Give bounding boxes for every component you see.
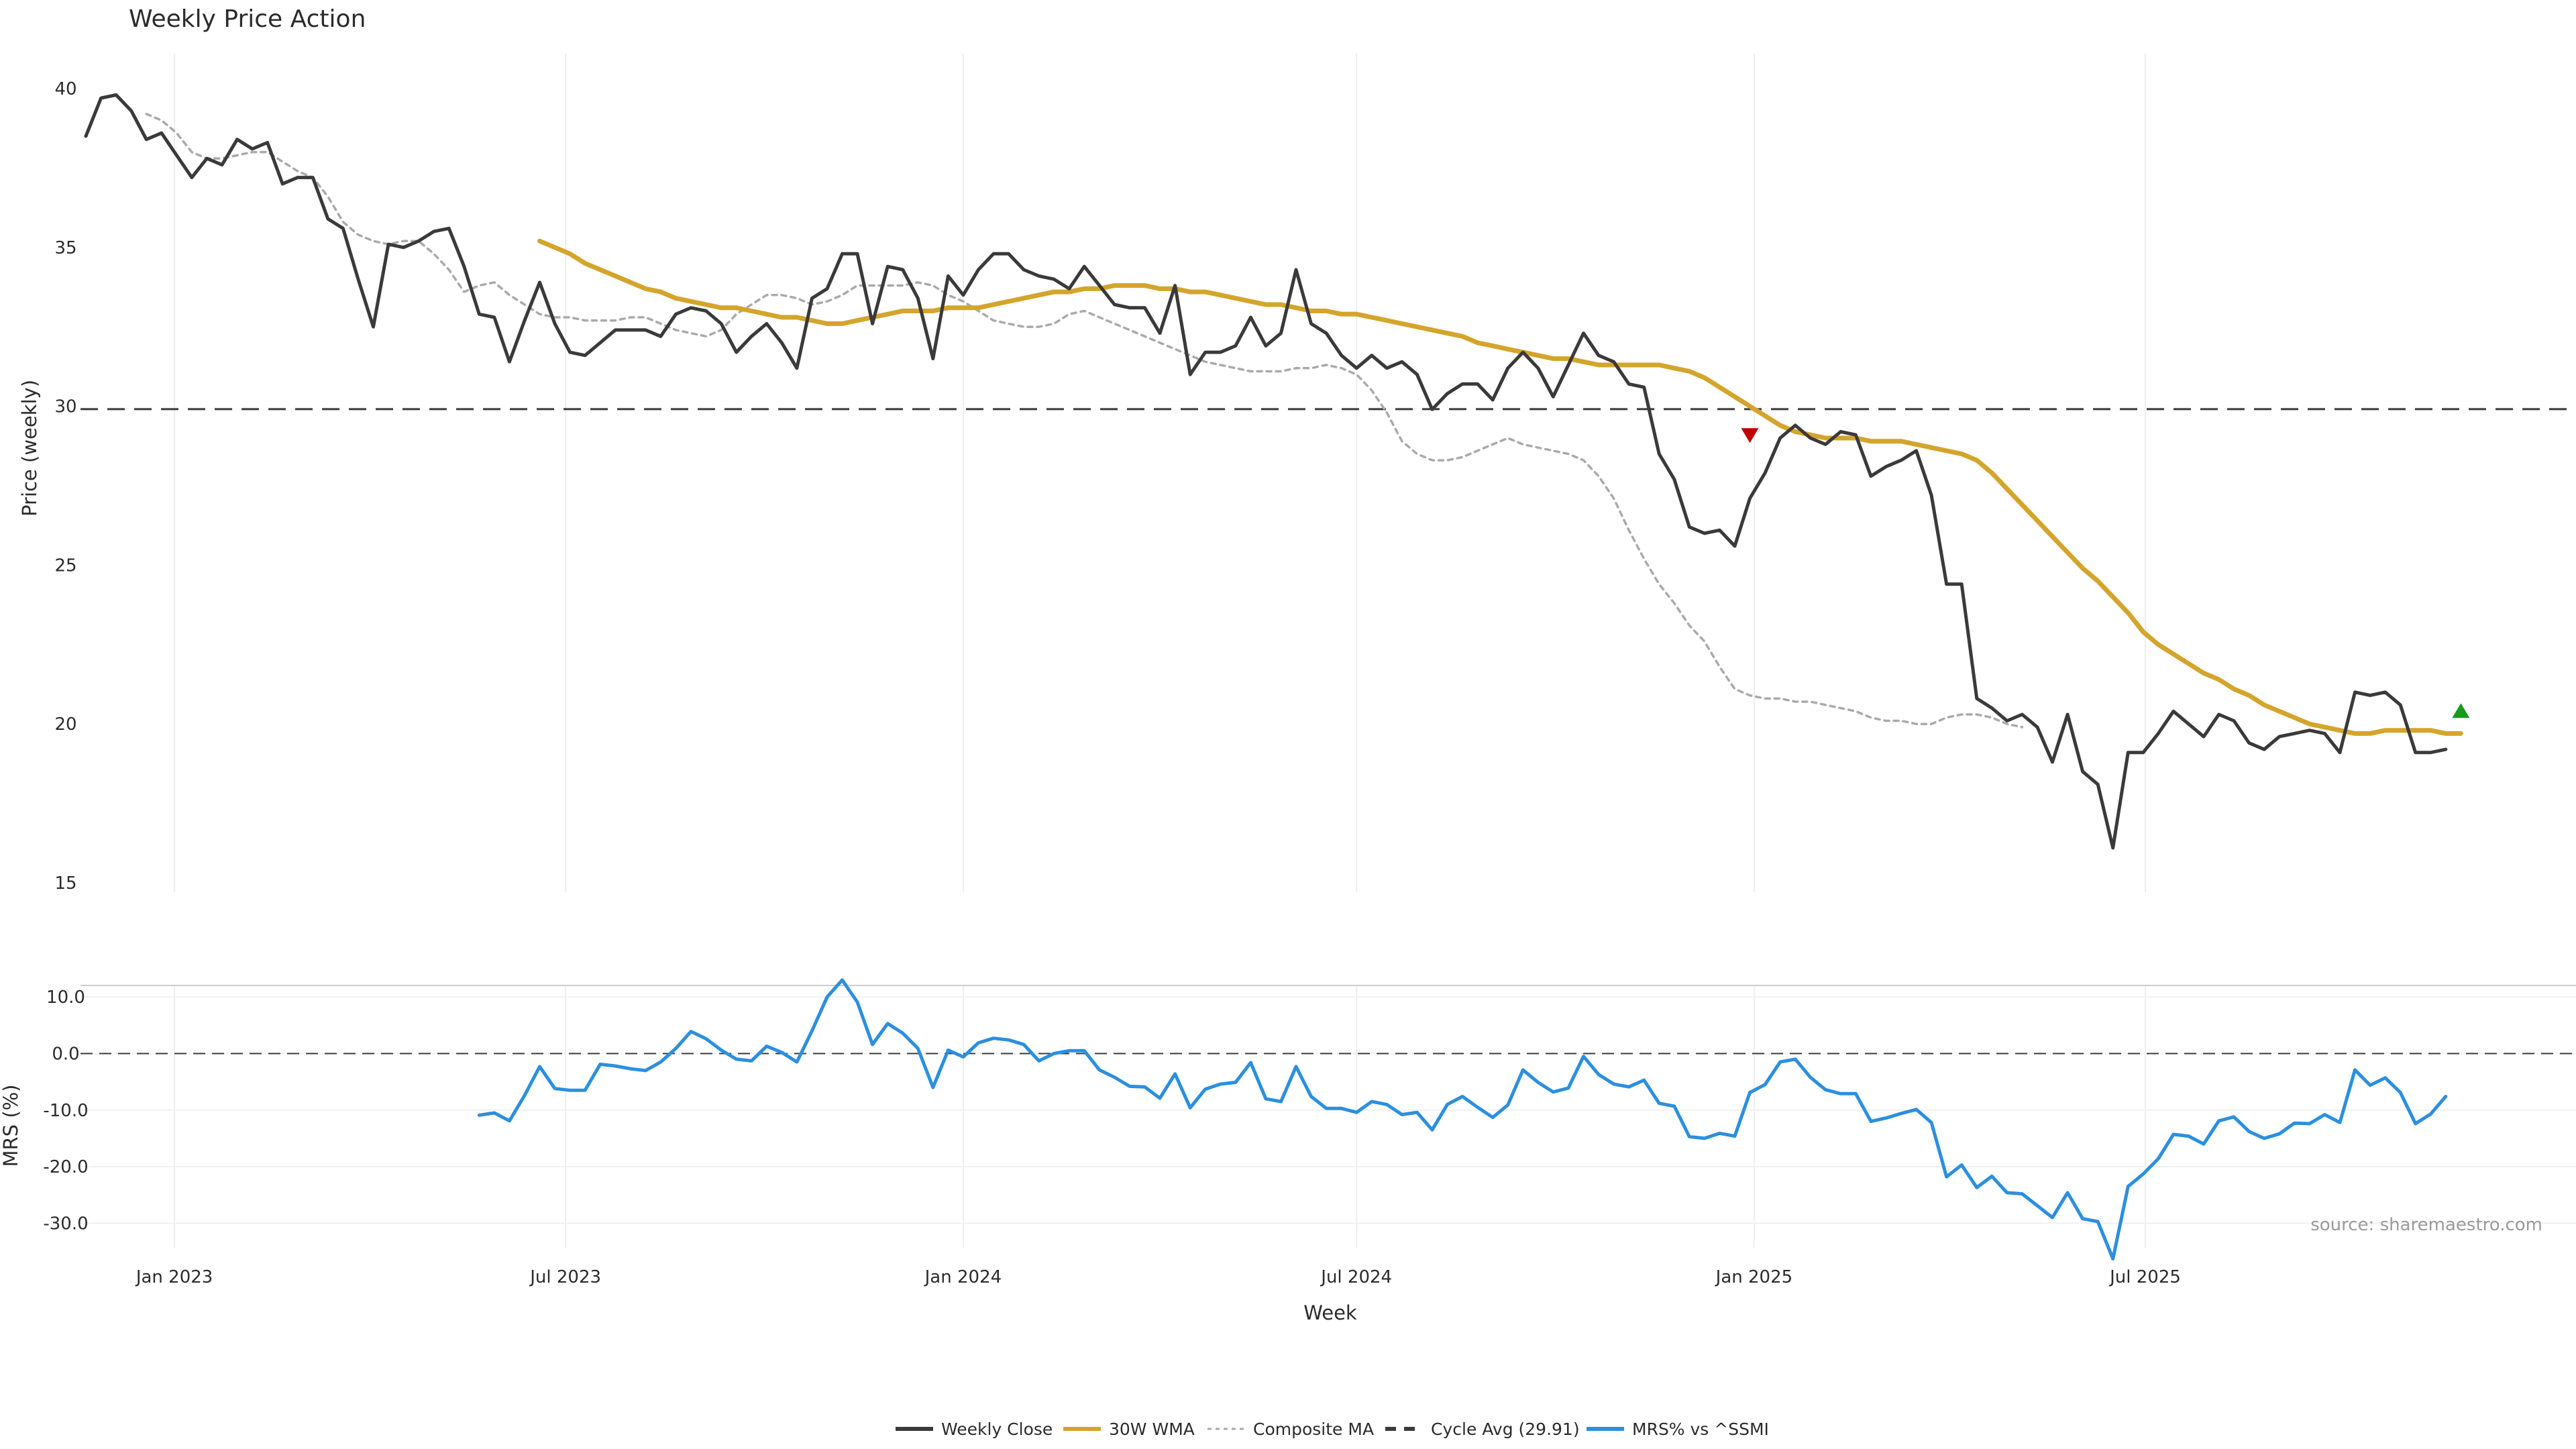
x-tick-label: Jan 2023 — [135, 1267, 213, 1287]
price-y-tick-label: 25 — [54, 555, 76, 576]
mrs-y-tick-label: 10.0 — [46, 987, 85, 1008]
price-panel: 15 20 25 30 35 40 Price (weekly) — [18, 54, 2576, 894]
mrs-y-tick-label: -30.0 — [43, 1214, 88, 1234]
sell-signal-marker — [1741, 428, 1759, 443]
mrs-y-axis-title: MRS (%) — [0, 1085, 22, 1167]
x-axis: Jan 2023 Jul 2023 Jan 2024 Jul 2024 Jan 2025… — [135, 1267, 2181, 1287]
legend-label-2: Composite MA — [1253, 1419, 1374, 1439]
legend-label-0: Weekly Close — [941, 1419, 1053, 1439]
mrs-y-tick-label: 0.0 — [52, 1044, 79, 1064]
price-y-tick-label: 20 — [54, 714, 76, 735]
source-note: source: sharemaestro.com — [2310, 1215, 2542, 1235]
price-y-tick-label: 35 — [54, 238, 76, 258]
mrs-y-tick-label: -20.0 — [43, 1157, 88, 1177]
buy-signal-marker — [2452, 703, 2470, 718]
weekly-close-line — [84, 93, 2448, 850]
chart-title: Weekly Price Action — [129, 5, 366, 33]
price-y-tick-label: 15 — [54, 873, 76, 894]
mrs-vs-ssmi-line — [477, 978, 2448, 1260]
x-tick-label: Jan 2025 — [1715, 1267, 1793, 1287]
legend-label-4: MRS% vs ^SSMI — [1632, 1419, 1769, 1439]
x-tick-label: Jan 2024 — [924, 1267, 1002, 1287]
legend: Weekly Close 30W WMA Composite MA Cycle Avg… — [896, 1419, 1769, 1439]
x-tick-label: Jul 2025 — [2108, 1267, 2181, 1287]
composite-ma-line — [145, 113, 2024, 729]
mrs-panel: -30.0 -20.0 -10.0 0.0 10.0 MRS (%) — [0, 978, 2576, 1260]
price-y-tick-label: 30 — [54, 397, 76, 417]
x-tick-label: Jul 2023 — [529, 1267, 601, 1287]
price-y-tick-label: 40 — [54, 79, 76, 99]
x-tick-label: Jul 2024 — [1320, 1267, 1392, 1287]
legend-label-1: 30W WMA — [1109, 1419, 1195, 1439]
wma-30w-line — [537, 238, 2463, 736]
mrs-y-tick-label: -10.0 — [43, 1101, 88, 1121]
legend-label-3: Cycle Avg (29.91) — [1431, 1419, 1580, 1439]
price-y-axis-title: Price (weekly) — [18, 380, 41, 517]
x-axis-title: Week — [1303, 1301, 1357, 1324]
